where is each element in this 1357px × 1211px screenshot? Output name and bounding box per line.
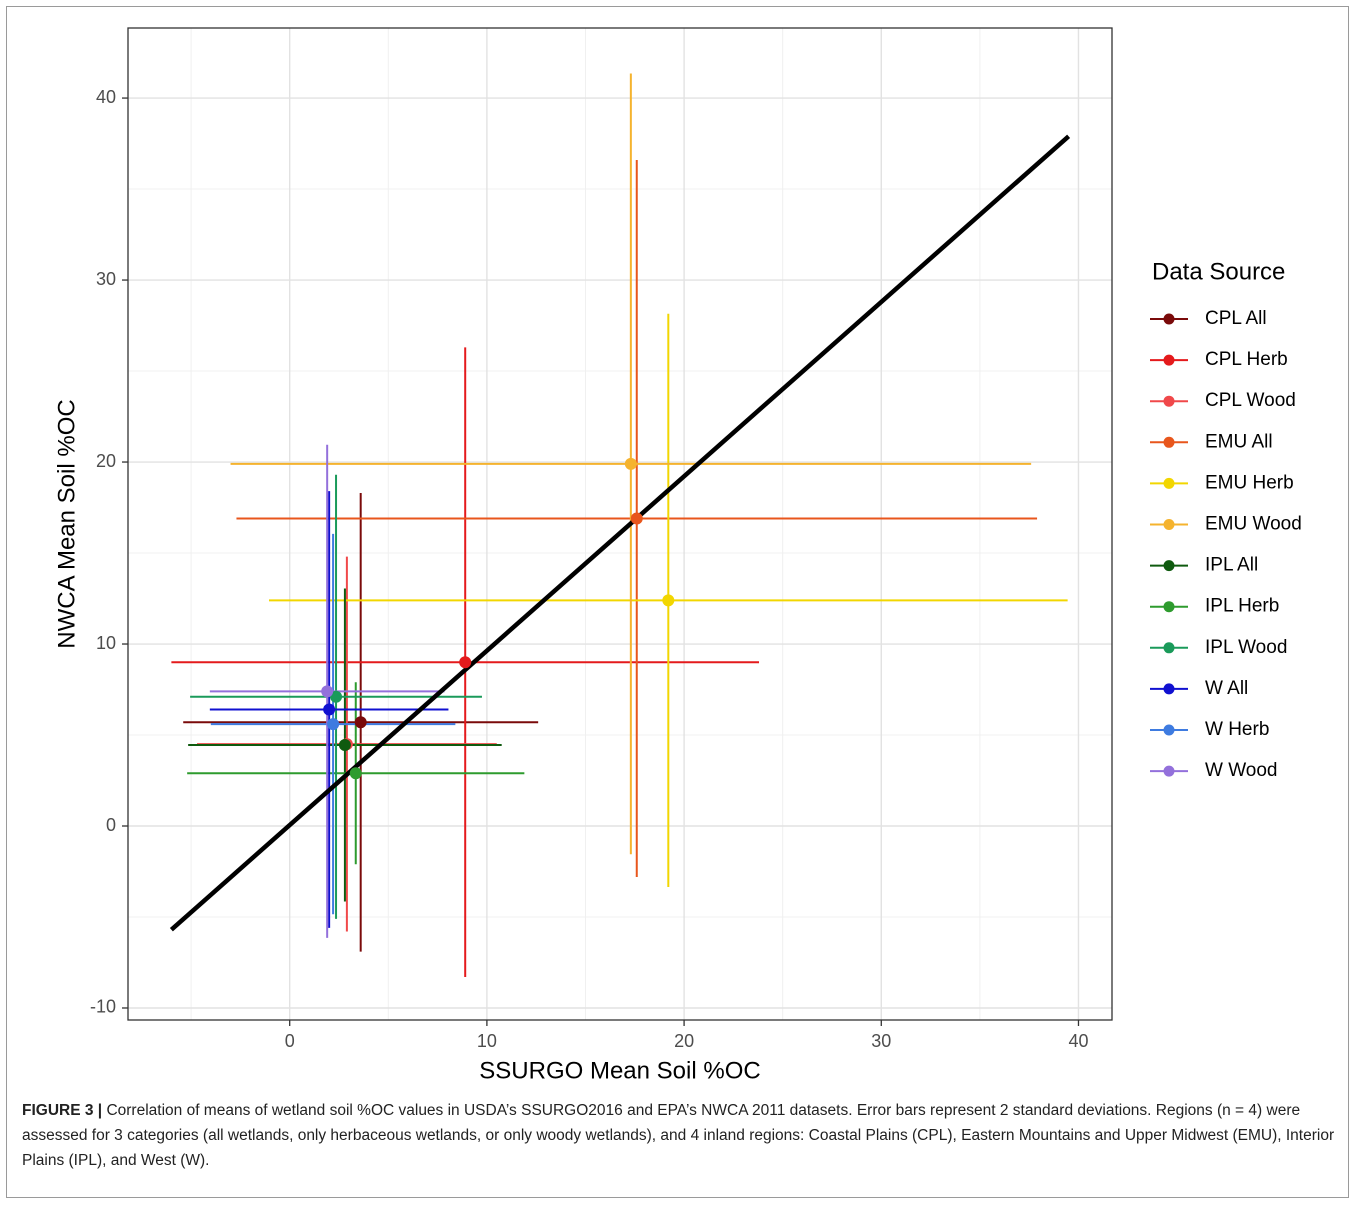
marks xyxy=(169,73,1071,978)
point xyxy=(459,656,472,669)
panel-border xyxy=(127,27,1113,1021)
legend-key-point xyxy=(1163,436,1175,448)
point xyxy=(327,718,340,731)
point xyxy=(321,685,334,698)
x-tick-label: 30 xyxy=(871,1031,891,1051)
legend-key-point xyxy=(1163,395,1175,407)
point xyxy=(349,767,362,780)
point xyxy=(662,594,675,607)
legend-label: W Wood xyxy=(1205,760,1278,781)
y-tick-label: -10 xyxy=(90,997,116,1017)
legend-label: IPL Wood xyxy=(1205,637,1287,658)
plot-panel xyxy=(128,28,1112,1020)
point xyxy=(624,457,637,470)
legend-label: W All xyxy=(1205,678,1248,699)
legend-key-point xyxy=(1163,601,1175,613)
caption-text: Correlation of means of wetland soil %OC… xyxy=(22,1102,1335,1169)
chart: SSURGO Mean Soil %OC NWCA Mean Soil %OC … xyxy=(53,27,1302,1084)
point xyxy=(323,703,336,716)
y-axis-title: NWCA Mean Soil %OC xyxy=(53,399,80,648)
legend-label: EMU Wood xyxy=(1205,514,1302,535)
x-axis-title: SSURGO Mean Soil %OC xyxy=(479,1057,760,1084)
caption: FIGURE 3 | Correlation of means of wetla… xyxy=(22,1098,1340,1173)
legend-label: CPL Herb xyxy=(1205,349,1288,370)
legend-label: W Herb xyxy=(1205,719,1269,740)
legend-label: EMU Herb xyxy=(1205,472,1294,493)
point xyxy=(630,512,643,525)
legend-label: CPL Wood xyxy=(1205,390,1296,411)
y-tick-label: 20 xyxy=(96,451,116,471)
legend-key-point xyxy=(1163,477,1175,489)
x-tick-label: 10 xyxy=(477,1031,497,1051)
x-tick-label: 20 xyxy=(674,1031,694,1051)
legend-key-point xyxy=(1163,765,1175,777)
legend-key-point xyxy=(1163,354,1175,366)
legend-key-point xyxy=(1163,724,1175,736)
legend-key-point xyxy=(1163,519,1175,530)
legend-key-point xyxy=(1163,642,1175,654)
legend-label: IPL All xyxy=(1205,555,1258,576)
y-tick-label: 30 xyxy=(96,269,116,289)
y-tick-label: 40 xyxy=(96,87,116,107)
y-tick-label: 10 xyxy=(96,633,116,653)
legend-label: EMU All xyxy=(1205,431,1273,452)
legend-key-point xyxy=(1163,683,1175,695)
point xyxy=(354,716,367,729)
caption-label: FIGURE 3 | xyxy=(22,1102,103,1119)
figure-frame xyxy=(6,6,1349,1198)
legend-key-point xyxy=(1163,313,1175,325)
point xyxy=(338,739,351,752)
legend-label: CPL All xyxy=(1205,308,1267,329)
legend-key-point xyxy=(1163,560,1175,572)
legend-label: IPL Herb xyxy=(1205,596,1279,617)
x-tick-label: 0 xyxy=(285,1031,295,1051)
y-tick-label: 0 xyxy=(106,815,116,835)
fit-line xyxy=(169,134,1071,932)
legend-title: Data Source xyxy=(1152,258,1285,285)
x-tick-label: 40 xyxy=(1068,1031,1088,1051)
point xyxy=(330,690,343,703)
